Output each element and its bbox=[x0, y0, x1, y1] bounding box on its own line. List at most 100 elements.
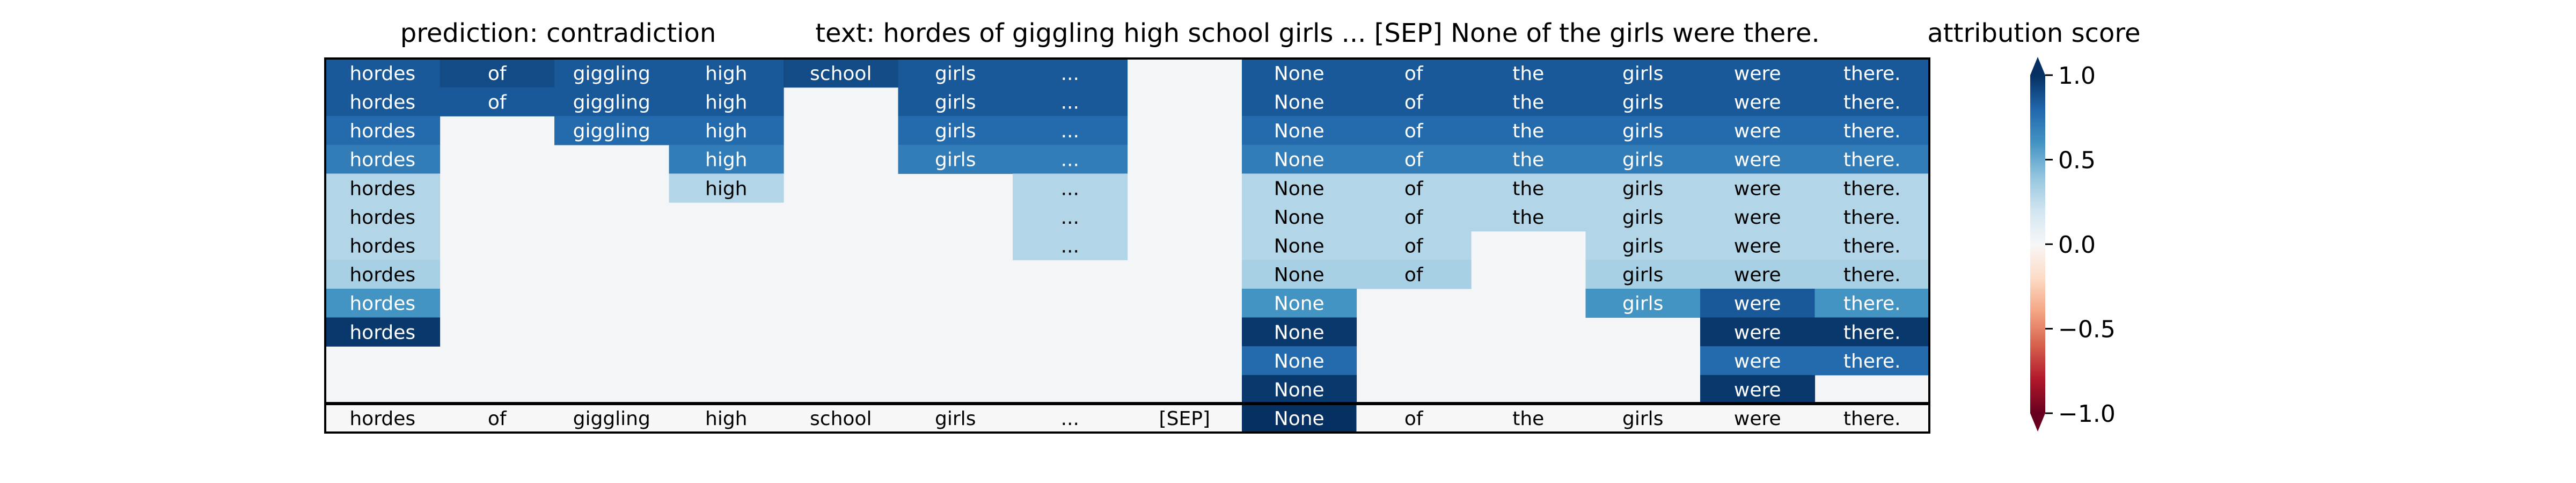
bottom-row-token-label: [SEP] bbox=[1159, 408, 1210, 430]
bottom-row-cell bbox=[1356, 404, 1472, 433]
heatmap-cell bbox=[1700, 288, 1816, 318]
heatmap-token-label: the bbox=[1512, 207, 1544, 229]
prediction-title: prediction: contradiction bbox=[400, 18, 716, 48]
heatmap-token-label: there. bbox=[1843, 91, 1901, 113]
heatmap-cell bbox=[669, 87, 784, 116]
heatmap-token-label: girls bbox=[1622, 91, 1663, 113]
heatmap-token-label: were bbox=[1734, 236, 1781, 258]
heatmap-token-label: there. bbox=[1843, 178, 1901, 200]
heatmap-cell bbox=[1356, 87, 1472, 116]
heatmap-cell bbox=[325, 202, 441, 232]
heatmap-token-label: were bbox=[1734, 149, 1781, 171]
heatmap-token-label: girls bbox=[1622, 178, 1663, 200]
colorbar-tick-label: 1.0 bbox=[2058, 62, 2096, 90]
heatmap-token-label: of bbox=[1404, 120, 1424, 142]
heatmap-cell bbox=[1814, 173, 1930, 203]
heatmap-token-label: hordes bbox=[349, 207, 415, 229]
bottom-row-token-label: high bbox=[705, 408, 748, 430]
colorbar-tick-label: −1.0 bbox=[2058, 400, 2116, 428]
heatmap-cell bbox=[1013, 202, 1128, 232]
heatmap-token-label: the bbox=[1512, 63, 1544, 85]
heatmap-cell bbox=[1700, 260, 1816, 289]
heatmap-cell bbox=[1814, 317, 1930, 347]
bottom-row-token-label: None bbox=[1274, 408, 1324, 430]
heatmap-cell bbox=[440, 58, 555, 88]
bottom-row-cell bbox=[554, 404, 670, 433]
heatmap-token-label: hordes bbox=[349, 236, 415, 258]
heatmap-cell bbox=[325, 87, 441, 116]
heatmap-cell bbox=[1700, 58, 1816, 88]
colorbar-tick-label: 0.0 bbox=[2058, 231, 2096, 259]
heatmap-cell bbox=[325, 260, 441, 289]
heatmap-cell bbox=[1242, 202, 1357, 232]
heatmap-token-label: giggling bbox=[573, 120, 650, 142]
bottom-row-cell bbox=[784, 404, 899, 433]
heatmap-token-label: giggling bbox=[573, 91, 650, 113]
heatmap-token-label: None bbox=[1274, 120, 1324, 142]
heatmap-cell bbox=[1242, 87, 1357, 116]
colorbar-ticks: 1.0 0.5 0.0 −0.5 −1.0 bbox=[2045, 62, 2116, 428]
heatmap-token-label: were bbox=[1734, 120, 1781, 142]
text-title: text: hordes of giggling high school gir… bbox=[815, 18, 1820, 48]
heatmap-token-label: ... bbox=[1061, 63, 1079, 85]
heatmap-token-label: None bbox=[1274, 264, 1324, 286]
bottom-row-cell bbox=[1471, 404, 1586, 433]
heatmap-token-label: girls bbox=[935, 91, 976, 113]
heatmap-token-label: ... bbox=[1061, 149, 1079, 171]
heatmap-token-label: hordes bbox=[349, 264, 415, 286]
heatmap-cell bbox=[325, 116, 441, 145]
heatmap-token-label: of bbox=[1404, 236, 1424, 258]
heatmap-cell bbox=[1814, 288, 1930, 318]
heatmap-token-label: None bbox=[1274, 63, 1324, 85]
heatmap-token-label: ... bbox=[1061, 120, 1079, 142]
bottom-row-cell bbox=[1013, 404, 1128, 433]
heatmap-cell bbox=[1242, 58, 1357, 88]
heatmap-token-label: giggling bbox=[573, 63, 650, 85]
heatmap-token-label: there. bbox=[1843, 293, 1901, 315]
heatmap-cell bbox=[1814, 144, 1930, 174]
heatmap-token-label: None bbox=[1274, 321, 1324, 343]
heatmap-token-label: the bbox=[1512, 178, 1544, 200]
heatmap-token-label: ... bbox=[1061, 178, 1079, 200]
heatmap-cell bbox=[1585, 173, 1701, 203]
heatmap-cell bbox=[898, 144, 1013, 174]
heatmap-token-label: None bbox=[1274, 207, 1324, 229]
bottom-row-cell bbox=[898, 404, 1013, 433]
heatmap-cell bbox=[554, 87, 670, 116]
heatmap-grid: hordes of giggling high school girls... None of… bbox=[325, 58, 1930, 433]
colorbar-title: attribution score bbox=[1927, 18, 2140, 48]
heatmap-token-label: were bbox=[1734, 264, 1781, 286]
heatmap-token-label: were bbox=[1734, 91, 1781, 113]
colorbar-gradient bbox=[2030, 75, 2045, 413]
heatmap-cell bbox=[1700, 346, 1816, 376]
heatmap-token-label: the bbox=[1512, 120, 1544, 142]
heatmap-cell bbox=[1814, 202, 1930, 232]
heatmap-token-label: hordes bbox=[349, 178, 415, 200]
heatmap-cell bbox=[1242, 231, 1357, 260]
heatmap-cell bbox=[1814, 260, 1930, 289]
heatmap-token-label: of bbox=[1404, 264, 1424, 286]
heatmap-token-label: of bbox=[1404, 207, 1424, 229]
heatmap-token-label: were bbox=[1734, 350, 1781, 372]
heatmap-cell bbox=[1242, 116, 1357, 145]
heatmap-cell bbox=[1242, 173, 1357, 203]
heatmap-token-label: of bbox=[1404, 63, 1424, 85]
heatmap-token-label: were bbox=[1734, 178, 1781, 200]
heatmap-token-label: None bbox=[1274, 91, 1324, 113]
bottom-row-token-label: of bbox=[1404, 408, 1424, 430]
heatmap-cell bbox=[1700, 116, 1816, 145]
heatmap-cell bbox=[784, 58, 899, 88]
heatmap-cell bbox=[669, 173, 784, 203]
heatmap-token-label: high bbox=[705, 91, 748, 113]
heatmap-cell bbox=[1700, 144, 1816, 174]
bottom-row-token-label: school bbox=[810, 408, 872, 430]
colorbar-extend-top bbox=[2030, 57, 2045, 75]
heatmap-token-label: of bbox=[488, 91, 507, 113]
heatmap-token-label: of bbox=[488, 63, 507, 85]
heatmap-token-label: of bbox=[1404, 149, 1424, 171]
heatmap-cell bbox=[1585, 87, 1701, 116]
heatmap-token-label: hordes bbox=[349, 321, 415, 343]
heatmap-token-label: girls bbox=[935, 120, 976, 142]
heatmap-token-label: there. bbox=[1843, 207, 1901, 229]
heatmap-token-label: there. bbox=[1843, 264, 1901, 286]
